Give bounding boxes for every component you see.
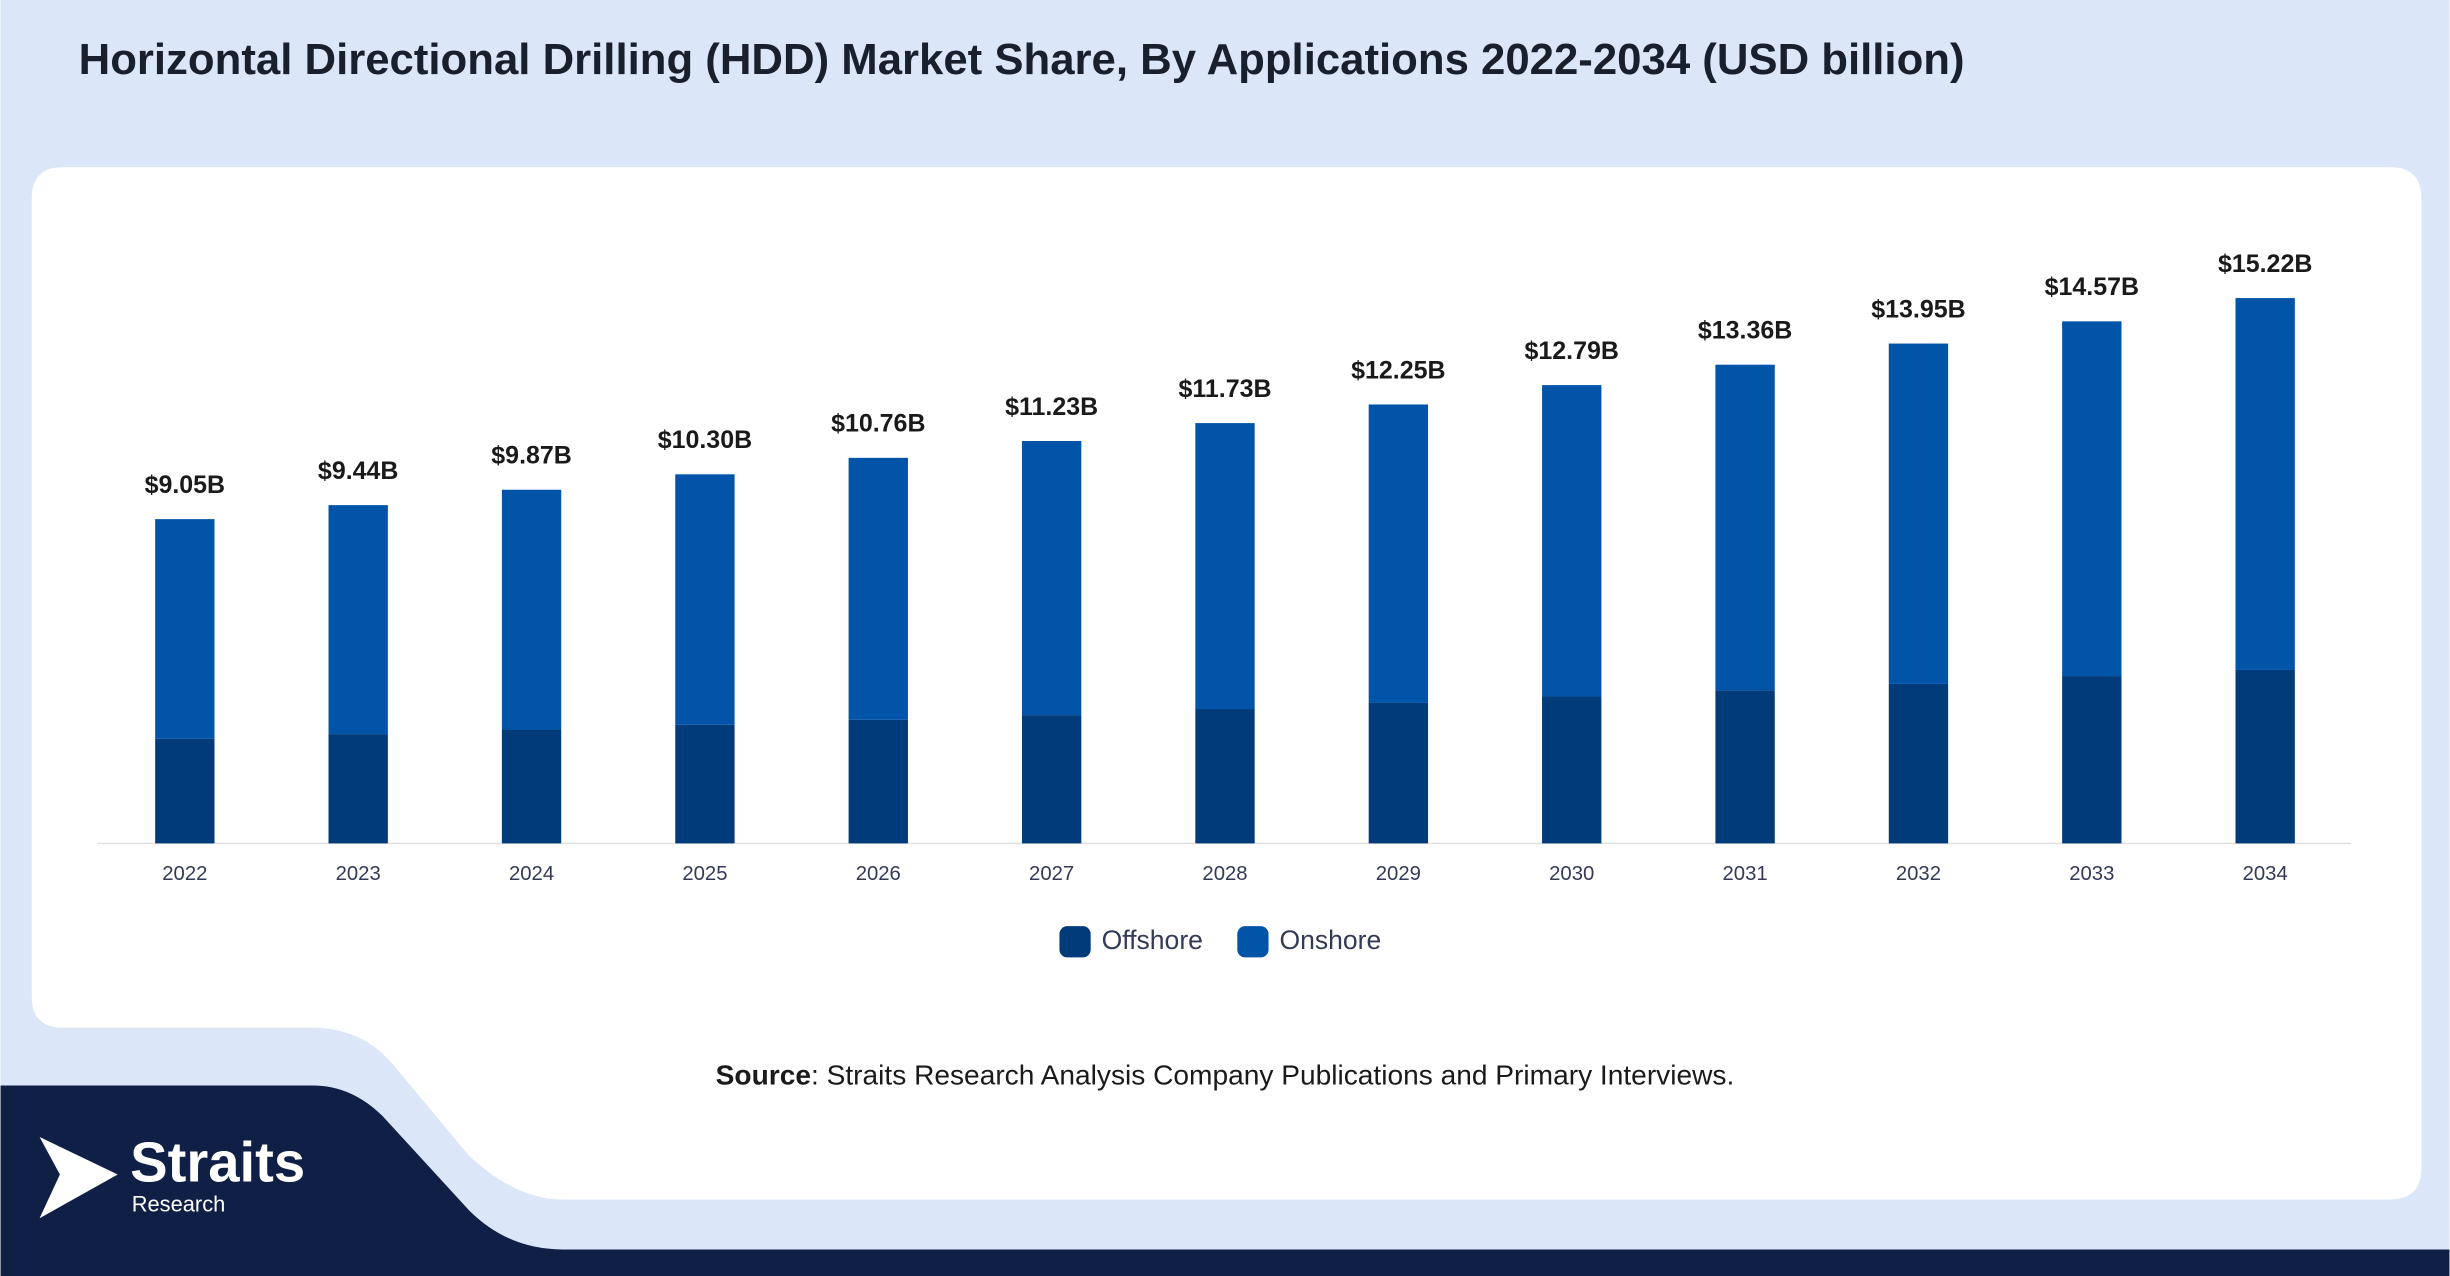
source: Source: Straits Research Analysis Compan… — [716, 1060, 1735, 1091]
footer-band — [0, 1085, 2450, 1276]
legend-swatch — [1237, 926, 1269, 958]
bar-segment — [2062, 676, 2122, 844]
bar-segment — [155, 519, 215, 739]
bar-segment — [1888, 343, 1949, 684]
brand-sub: Research — [132, 1191, 226, 1216]
source-label: Source — [716, 1060, 811, 1091]
bar-segment — [1888, 683, 1949, 844]
x-tick-label: 2024 — [509, 863, 554, 885]
bar-segment — [328, 734, 388, 844]
x-tick-label: 2022 — [162, 863, 207, 885]
total-label: $12.79B — [1525, 337, 1619, 365]
bar-segment — [848, 457, 908, 720]
bar-segment — [501, 489, 562, 730]
total-label: $11.73B — [1178, 375, 1271, 403]
total-label: $9.44B — [318, 457, 399, 485]
x-tick-label: 2030 — [1549, 863, 1594, 885]
x-tick-label: 2029 — [1376, 863, 1421, 885]
bar-segment — [155, 738, 215, 844]
x-tick-label: 2023 — [336, 863, 381, 885]
bar-segment — [1195, 423, 1255, 710]
x-tick-label: 2032 — [1896, 863, 1941, 885]
source-text: : Straits Research Analysis Company Publ… — [811, 1060, 1734, 1091]
bar-segment — [501, 729, 562, 844]
legend-swatch — [1059, 926, 1091, 958]
total-label: $12.25B — [1351, 356, 1445, 384]
bar-segment — [1021, 441, 1082, 716]
total-label: $10.76B — [831, 410, 925, 438]
bar-segment — [2235, 669, 2295, 844]
bar-segment — [1715, 690, 1775, 844]
x-tick-label: 2033 — [2069, 863, 2114, 885]
total-label: $15.22B — [2218, 250, 2312, 278]
x-tick-label: 2026 — [856, 863, 901, 885]
brand: Straits — [130, 1131, 305, 1194]
total-label: $14.57B — [2045, 273, 2139, 301]
x-tick-label: 2031 — [1723, 863, 1768, 885]
x-tick-label: 2028 — [1202, 863, 1247, 885]
bar-segment — [2235, 298, 2295, 670]
total-label: $13.95B — [1871, 295, 1965, 323]
legend-label: Onshore — [1279, 925, 1381, 955]
bar-segment — [1368, 702, 1429, 844]
bar-segment — [2062, 321, 2122, 677]
total-label: $13.36B — [1698, 316, 1792, 344]
bar-segment — [1542, 696, 1602, 844]
total-label: $9.87B — [491, 442, 572, 470]
bar-segment — [848, 719, 908, 844]
legend-label: Offshore — [1102, 925, 1203, 955]
bar-segment — [1021, 715, 1082, 844]
logo-icon — [39, 1136, 118, 1219]
x-tick-label: 2025 — [682, 863, 727, 885]
bar-segment — [1368, 404, 1429, 703]
bar-segment — [1542, 385, 1602, 697]
x-tick-label: 2034 — [2243, 863, 2288, 885]
bar-segment — [675, 724, 735, 844]
x-tick-label: 2027 — [1029, 863, 1074, 885]
total-label: $11.23B — [1005, 393, 1098, 421]
bar-segment — [675, 474, 735, 725]
chart-title: Horizontal Directional Drilling (HDD) Ma… — [79, 35, 1965, 84]
bar-segment — [328, 505, 388, 735]
bar-segment — [1195, 709, 1255, 844]
total-label: $9.05B — [145, 471, 226, 499]
total-label: $10.30B — [658, 426, 752, 454]
bar-segment — [1715, 364, 1775, 691]
